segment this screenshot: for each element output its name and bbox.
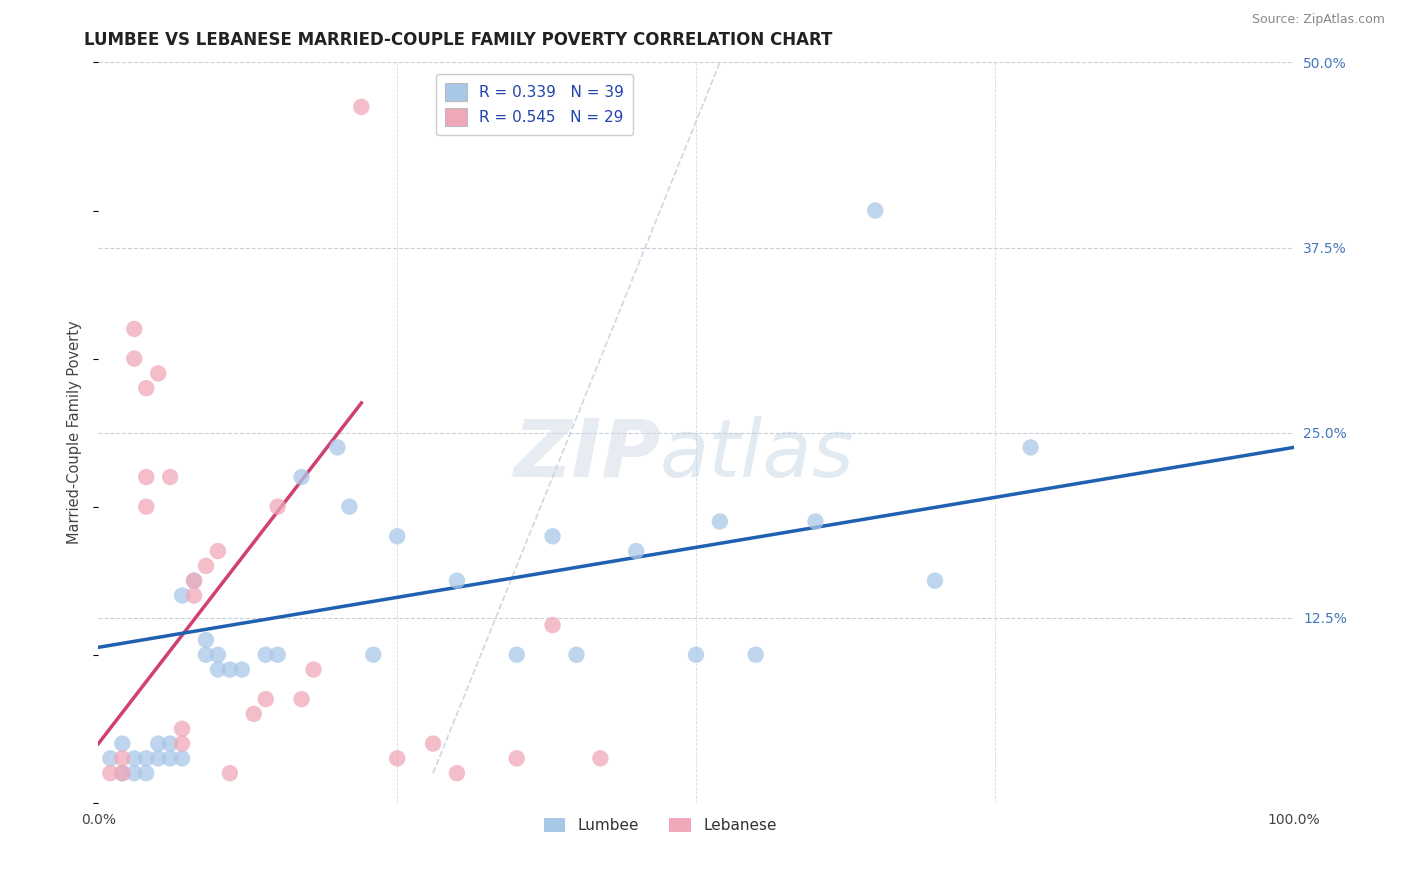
Point: [385, 751, 409, 765]
Point: [195, 648, 218, 662]
Point: [111, 751, 134, 765]
Point: [111, 766, 134, 780]
Point: [924, 574, 946, 588]
Point: [219, 766, 242, 780]
Point: [98, 766, 122, 780]
Point: [207, 544, 229, 558]
Point: [709, 515, 731, 529]
Point: [326, 441, 349, 455]
Point: [231, 663, 253, 677]
Point: [183, 589, 205, 603]
Point: [506, 648, 529, 662]
Point: [148, 737, 170, 751]
Point: [291, 470, 314, 484]
Point: [422, 737, 444, 751]
Point: [267, 648, 290, 662]
Point: [135, 766, 157, 780]
Point: [446, 574, 468, 588]
Point: [541, 529, 564, 543]
Point: [148, 367, 170, 381]
Point: [804, 515, 827, 529]
Point: [148, 751, 170, 765]
Point: [172, 589, 194, 603]
Point: [506, 751, 529, 765]
Point: [135, 381, 157, 395]
Point: [159, 470, 181, 484]
Point: [565, 648, 588, 662]
Point: [111, 766, 134, 780]
Point: [172, 722, 194, 736]
Point: [183, 574, 205, 588]
Point: [195, 558, 218, 573]
Point: [254, 692, 277, 706]
Point: [124, 766, 146, 780]
Y-axis label: Married-Couple Family Poverty: Married-Couple Family Poverty: [67, 321, 83, 544]
Point: [626, 544, 648, 558]
Point: [124, 351, 146, 366]
Point: [183, 574, 205, 588]
Point: [541, 618, 564, 632]
Legend: Lumbee, Lebanese: Lumbee, Lebanese: [537, 813, 783, 839]
Text: atlas: atlas: [661, 416, 855, 494]
Text: LUMBEE VS LEBANESE MARRIED-COUPLE FAMILY POVERTY CORRELATION CHART: LUMBEE VS LEBANESE MARRIED-COUPLE FAMILY…: [84, 31, 832, 49]
Point: [267, 500, 290, 514]
Point: [172, 737, 194, 751]
Point: [291, 692, 314, 706]
Point: [589, 751, 612, 765]
Point: [135, 470, 157, 484]
Point: [124, 751, 146, 765]
Point: [98, 751, 122, 765]
Point: [865, 203, 887, 218]
Point: [385, 529, 409, 543]
Point: [124, 322, 146, 336]
Point: [685, 648, 707, 662]
Point: [243, 706, 266, 721]
Point: [745, 648, 768, 662]
Point: [135, 500, 157, 514]
Point: [339, 500, 361, 514]
Point: [1019, 441, 1042, 455]
Point: [159, 751, 181, 765]
Point: [111, 737, 134, 751]
Point: [254, 648, 277, 662]
Point: [172, 751, 194, 765]
Point: [350, 100, 373, 114]
Point: [207, 648, 229, 662]
Point: [207, 663, 229, 677]
Point: [363, 648, 385, 662]
Point: [135, 751, 157, 765]
Point: [159, 737, 181, 751]
Text: Source: ZipAtlas.com: Source: ZipAtlas.com: [1251, 13, 1385, 27]
Point: [446, 766, 468, 780]
Point: [302, 663, 325, 677]
Point: [219, 663, 242, 677]
Point: [195, 632, 218, 647]
Text: ZIP: ZIP: [513, 416, 661, 494]
